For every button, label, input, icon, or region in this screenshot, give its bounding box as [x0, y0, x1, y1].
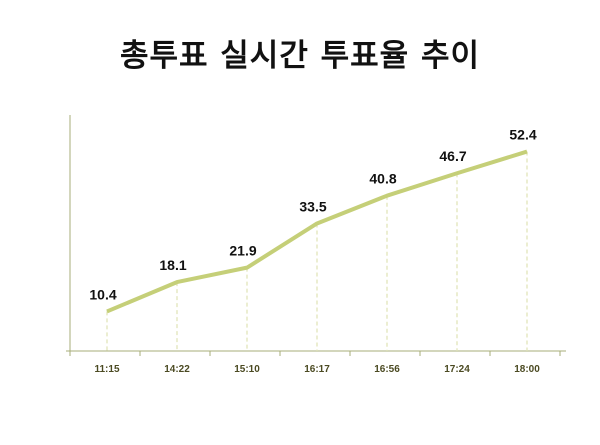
series-line: [106, 149, 528, 314]
x-tick-label: 11:15: [94, 364, 119, 375]
x-tick-labels: 11:15 14:22 15:10 16:17 16:56 17:24 18:00: [94, 364, 540, 375]
data-label: 46.7: [439, 148, 466, 164]
data-label: 33.5: [299, 198, 326, 214]
data-label: 10.4: [89, 286, 116, 302]
data-label: 21.9: [229, 243, 256, 259]
x-tick-label: 15:10: [234, 364, 260, 375]
data-labels: 10.4 18.1 21.9 33.5 40.8 46.7 52.4: [89, 127, 536, 303]
x-tick-label: 14:22: [164, 364, 190, 375]
x-tick-label: 17:24: [444, 364, 470, 375]
data-label: 18.1: [159, 257, 186, 273]
x-tick-label: 16:56: [374, 364, 400, 375]
drop-lines: [106, 151, 528, 351]
data-label: 40.8: [369, 171, 396, 187]
data-label: 52.4: [509, 127, 536, 143]
x-ticks: [69, 351, 561, 356]
x-tick-label: 16:17: [304, 364, 330, 375]
chart-title: 총투표 실시간 투표율 추이: [119, 38, 481, 74]
x-tick-label: 18:00: [514, 364, 540, 375]
